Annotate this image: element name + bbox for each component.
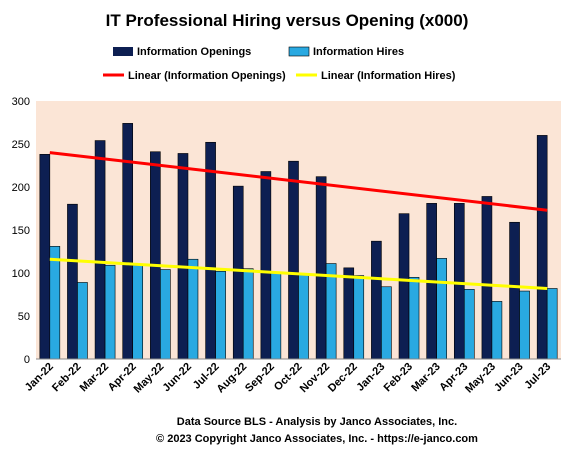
bar-hires	[160, 269, 171, 360]
x-tick-label: May-22	[132, 361, 167, 396]
x-tick-label: Jun-22	[161, 361, 195, 395]
legend-label-openings: Information Openings	[137, 46, 251, 58]
legend: Information Openings Information Hires L…	[103, 46, 456, 82]
bar-openings	[481, 196, 493, 360]
bar-hires	[49, 246, 61, 360]
bar-openings	[536, 135, 548, 360]
bar-openings	[177, 153, 189, 360]
x-tick-label: Jul-23	[522, 361, 553, 392]
x-tick-label: Mar-23	[409, 361, 443, 395]
bar-openings	[509, 221, 520, 360]
bar-hires	[77, 282, 88, 360]
x-tick-label: Jan-23	[354, 361, 387, 394]
bar-hires	[242, 268, 254, 360]
bar-openings	[260, 171, 272, 360]
bar-openings	[232, 185, 244, 360]
footer-source: Data Source BLS - Analysis by Janco Asso…	[177, 416, 457, 428]
y-tick-label: 200	[12, 182, 30, 194]
bar-openings	[205, 141, 216, 360]
x-axis: Jan-22Feb-22Mar-22Apr-22May-22Jun-22Jul-…	[23, 361, 554, 396]
bar-openings	[315, 176, 327, 360]
bar-openings	[453, 203, 465, 360]
bar-openings	[371, 240, 382, 360]
x-tick-label: Nov-22	[298, 361, 332, 395]
bar-hires	[325, 263, 337, 360]
bar-hires	[491, 301, 503, 360]
bar-openings	[39, 154, 51, 360]
x-tick-label: Feb-23	[382, 361, 416, 395]
bar-hires	[187, 258, 199, 360]
bar-hires	[353, 275, 365, 360]
bar-hires	[436, 258, 447, 360]
trendlines	[49, 151, 548, 290]
bar-hires	[132, 264, 144, 360]
bar-hires	[463, 289, 475, 360]
y-tick-label: 100	[12, 268, 30, 280]
bar-openings	[67, 203, 78, 360]
y-tick-label: 50	[18, 311, 30, 323]
bar-hires	[270, 271, 282, 360]
bar-openings	[122, 123, 134, 360]
bar-hires	[519, 290, 530, 360]
trendline-hires	[49, 257, 548, 290]
x-tick-label: Aug-22	[215, 361, 250, 396]
x-tick-label: Sep-22	[243, 361, 277, 395]
footer-copyright: © 2023 Copyright Janco Associates, Inc. …	[156, 433, 478, 445]
x-tick-label: Jun-23	[492, 361, 526, 395]
chart-title: IT Professional Hiring versus Opening (x…	[106, 11, 469, 30]
bar-openings	[150, 151, 161, 360]
y-tick-label: 0	[24, 354, 30, 366]
y-tick-label: 300	[12, 96, 30, 108]
x-tick-label: Mar-22	[78, 361, 112, 395]
bar-hires	[381, 286, 392, 360]
bars	[39, 123, 558, 360]
bar-openings	[288, 160, 299, 360]
legend-label-hires-trend: Linear (Information Hires)	[321, 70, 456, 82]
x-tick-label: Feb-22	[50, 361, 84, 395]
legend-swatch-openings	[113, 47, 133, 56]
legend-label-hires: Information Hires	[313, 46, 404, 58]
bar-hires	[408, 276, 420, 360]
trendline-openings	[49, 151, 548, 212]
y-tick-label: 250	[12, 139, 30, 151]
x-tick-label: Dec-22	[326, 361, 360, 395]
legend-label-openings-trend: Linear (Information Openings)	[128, 70, 286, 82]
legend-swatch-hires	[288, 46, 310, 57]
bar-openings	[94, 140, 106, 360]
bar-hires	[546, 288, 558, 360]
bar-hires	[298, 274, 309, 360]
y-axis: 0 50 100 150 200 250 300	[12, 96, 30, 366]
x-tick-label: May-23	[463, 361, 498, 396]
bar-openings	[398, 213, 410, 360]
bar-openings	[343, 267, 355, 360]
y-tick-label: 150	[12, 225, 30, 237]
bar-hires	[104, 264, 116, 360]
bar-hires	[215, 270, 226, 360]
